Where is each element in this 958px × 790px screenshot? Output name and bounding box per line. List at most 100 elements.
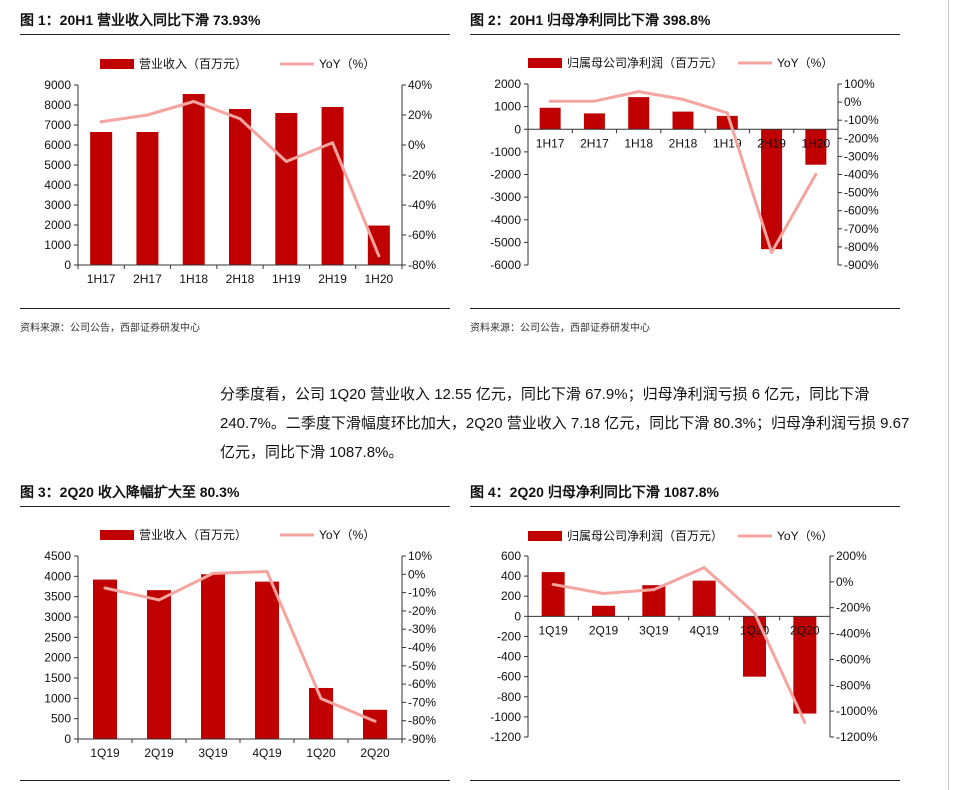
yoy-point xyxy=(145,113,149,117)
right-tick-label: -200% xyxy=(836,601,871,615)
yoy-point xyxy=(99,120,103,124)
left-tick-label: 3500 xyxy=(44,590,71,604)
left-tick-label: -400 xyxy=(497,650,521,664)
x-tick-label: 1H17 xyxy=(536,136,565,150)
yoy-point xyxy=(551,582,555,586)
divider xyxy=(470,780,900,781)
right-tick-label: 0% xyxy=(408,567,426,581)
right-tick-label: -800% xyxy=(844,240,879,254)
bar xyxy=(541,572,565,617)
legend-bar-label: 营业收入（百万元） xyxy=(139,528,247,542)
yoy-point xyxy=(284,160,288,163)
bar xyxy=(672,111,694,130)
right-tick-label: -40% xyxy=(408,641,436,655)
bar xyxy=(628,97,650,130)
yoy-point xyxy=(192,100,196,103)
left-tick-label: 8000 xyxy=(44,98,71,112)
right-tick-label: -90% xyxy=(408,732,436,746)
left-tick-label: -800 xyxy=(497,690,521,704)
bar xyxy=(321,107,344,265)
x-tick-label: 1H19 xyxy=(272,272,301,286)
yoy-point xyxy=(238,117,242,121)
bar xyxy=(275,113,298,265)
bar xyxy=(642,585,666,617)
right-tick-label: 0% xyxy=(836,575,854,589)
x-tick-label: 1H18 xyxy=(179,272,208,286)
left-tick-label: 500 xyxy=(51,712,71,726)
right-tick-label: 10% xyxy=(408,549,432,563)
yoy-point xyxy=(681,97,685,101)
left-tick-label: -6000 xyxy=(490,258,521,272)
legend-bar-label: 归属母公司净利润（百万元） xyxy=(567,529,723,543)
x-tick-label: 2Q20 xyxy=(360,746,390,760)
bar xyxy=(90,132,113,265)
bar xyxy=(367,225,390,265)
right-tick-label: -20% xyxy=(408,604,436,618)
x-tick-label: 2Q19 xyxy=(589,623,619,637)
x-tick-label: 1H17 xyxy=(87,272,116,286)
left-tick-label: 200 xyxy=(501,589,521,603)
bar xyxy=(363,709,387,739)
bar xyxy=(692,580,716,617)
x-tick-label: 2Q19 xyxy=(144,746,174,760)
legend-bar-swatch xyxy=(528,531,562,541)
left-tick-label: 1500 xyxy=(44,671,71,685)
yoy-point xyxy=(602,591,605,595)
legend-bar-label: 营业收入（百万元） xyxy=(139,57,247,71)
page-border xyxy=(948,0,949,790)
divider xyxy=(470,34,900,35)
left-tick-label: -3000 xyxy=(490,190,521,204)
bar xyxy=(136,132,159,265)
bar xyxy=(743,616,766,677)
right-tick-label: -30% xyxy=(408,622,436,636)
right-tick-label: -500% xyxy=(844,186,879,200)
bar xyxy=(592,605,615,617)
left-tick-label: 7000 xyxy=(44,118,71,132)
left-tick-label: 4000 xyxy=(44,569,71,583)
right-tick-label: -10% xyxy=(408,586,436,600)
left-tick-label: 600 xyxy=(501,549,521,563)
yoy-point xyxy=(548,99,552,103)
bar xyxy=(793,616,817,714)
figure-4-title: 图 4：2Q20 归母净利同比下滑 1087.8% xyxy=(470,484,719,500)
x-tick-label: 1Q20 xyxy=(306,746,336,760)
left-tick-label: -200 xyxy=(497,629,521,643)
right-tick-label: -80% xyxy=(408,258,436,272)
legend-bar-swatch xyxy=(528,58,562,68)
bar xyxy=(761,129,783,250)
left-tick-label: 3000 xyxy=(44,198,71,212)
yoy-point xyxy=(265,570,269,574)
x-tick-label: 1Q19 xyxy=(90,746,120,760)
right-tick-label: -50% xyxy=(408,659,436,673)
left-tick-label: 400 xyxy=(501,569,521,583)
left-tick-label: 2000 xyxy=(44,218,71,232)
right-tick-label: -40% xyxy=(408,198,436,212)
right-tick-label: -80% xyxy=(408,714,436,728)
x-tick-label: 2H17 xyxy=(580,136,609,150)
x-tick-label: 3Q19 xyxy=(198,746,228,760)
left-tick-label: 2000 xyxy=(494,77,521,91)
yoy-point xyxy=(652,588,656,592)
right-tick-label: -1000% xyxy=(836,704,878,718)
left-tick-label: -600 xyxy=(497,670,521,684)
yoy-line xyxy=(104,570,376,723)
x-tick-label: 1H20 xyxy=(365,272,394,286)
right-tick-label: -300% xyxy=(844,149,879,163)
right-tick-label: -400% xyxy=(844,168,879,182)
right-tick-label: -100% xyxy=(844,113,879,127)
yoy-point xyxy=(770,250,774,254)
yoy-point xyxy=(319,697,323,701)
left-tick-label: 1000 xyxy=(44,238,71,252)
x-tick-label: 1Q19 xyxy=(538,623,568,637)
divider xyxy=(20,308,450,309)
legend-line-label: YoY（%） xyxy=(777,56,833,70)
right-tick-label: -60% xyxy=(408,228,436,242)
bar xyxy=(147,590,171,739)
x-tick-label: 2H19 xyxy=(757,136,786,150)
legend-bar-swatch xyxy=(100,59,134,69)
left-tick-label: 0 xyxy=(514,122,521,136)
left-tick-label: -1000 xyxy=(490,145,521,159)
bar xyxy=(255,581,279,739)
figure-2-source: 资料来源：公司公告，西部证券研发中心 xyxy=(470,323,650,334)
